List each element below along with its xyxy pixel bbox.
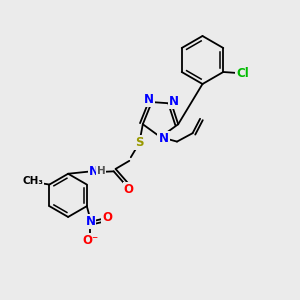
Text: N: N (89, 164, 99, 178)
Text: N: N (158, 132, 169, 145)
Text: N: N (144, 93, 154, 106)
Text: O: O (102, 211, 112, 224)
Text: O: O (124, 183, 134, 196)
Text: CH₃: CH₃ (22, 176, 44, 186)
Text: N: N (85, 215, 95, 228)
Text: O⁻: O⁻ (82, 234, 98, 247)
Text: Cl: Cl (236, 67, 249, 80)
Text: S: S (136, 136, 144, 149)
Text: H: H (97, 166, 106, 176)
Text: N: N (169, 94, 179, 108)
